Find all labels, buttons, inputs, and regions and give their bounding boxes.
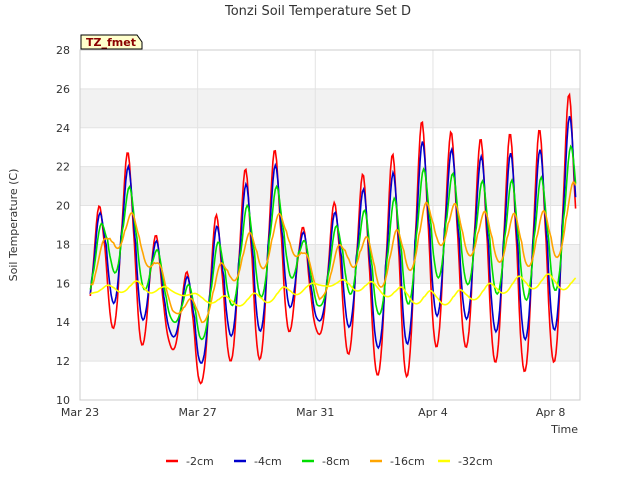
x-tick-label: Apr 8: [536, 406, 566, 419]
legend-label: -8cm: [322, 455, 350, 468]
y-tick-label: 14: [56, 316, 70, 329]
series-line-2cm: [89, 92, 577, 385]
y-tick-label: 18: [56, 238, 70, 251]
y-axis: 10 12 14 16 18 20 22 24 26 28: [56, 44, 70, 407]
badge-shape: [80, 34, 143, 50]
x-tick-label: Mar 27: [179, 406, 217, 419]
grid-band: [80, 322, 580, 362]
y-tick-label: 24: [56, 122, 70, 135]
series-line-4cm: [89, 116, 577, 364]
legend-label: -32cm: [458, 455, 493, 468]
y-tick-label: 10: [56, 394, 70, 407]
y-tick-label: 28: [56, 44, 70, 57]
x-tick-label: Mar 23: [61, 406, 99, 419]
y-tick-label: 20: [56, 200, 70, 213]
y-tick-label: 12: [56, 355, 70, 368]
y-tick-label: 22: [56, 161, 70, 174]
series-line-32cm: [90, 273, 577, 307]
x-tick-label: Apr 4: [418, 406, 448, 419]
y-tick-label: 26: [56, 83, 70, 96]
badge-label: TZ_fmet: [86, 36, 136, 49]
station-badge: TZ_fmet: [80, 34, 143, 50]
y-tick-label: 16: [56, 277, 70, 290]
grid-band: [80, 166, 580, 206]
legend-label: -4cm: [254, 455, 282, 468]
x-tick-label: Mar 31: [296, 406, 334, 419]
x-axis: Mar 23 Mar 27 Mar 31 Apr 4 Apr 8: [61, 406, 565, 419]
plot-frame: [79, 49, 581, 401]
series-line-16cm: [90, 181, 577, 324]
chart-title: Tonzi Soil Temperature Set D: [224, 4, 411, 19]
legend-label: -2cm: [186, 455, 214, 468]
x-axis-label: Time: [550, 423, 578, 436]
legend-label: -16cm: [390, 455, 425, 468]
series-layer: [89, 92, 577, 385]
y-axis-label: Soil Temperature (C): [7, 169, 20, 282]
grid-band: [80, 88, 580, 128]
legend: -2cm -4cm -8cm -16cm -32cm: [166, 455, 493, 468]
